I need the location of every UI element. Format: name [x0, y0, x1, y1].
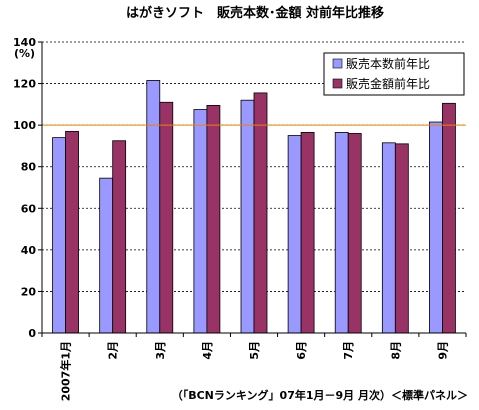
x-axis-ticks: 2007年1月 2月 3月 4月 5月 6月 7月 8月 9月 — [41, 333, 467, 401]
bar-amount-5 — [253, 92, 268, 334]
legend-box — [323, 52, 465, 96]
bar-units-5 — [240, 99, 255, 334]
bar-units-1 — [52, 137, 66, 334]
y-tick-label: 20 — [21, 285, 37, 298]
bar-units-9 — [429, 121, 443, 334]
chart-title: はがきソフト 販売本数･金額 対前年比推移 — [126, 5, 384, 21]
bar-amount-4 — [206, 104, 221, 334]
y-tick-label: 60 — [21, 202, 37, 215]
x-tick-label: 9月 — [436, 341, 449, 360]
bar-units-4 — [193, 109, 208, 334]
source-note: （「BCNランキング」07年1月－9月 月次）＜標準パネル＞ — [172, 388, 468, 402]
bar-amount-6 — [300, 132, 315, 334]
bar-units-3 — [146, 80, 161, 334]
y-tick-label: 40 — [21, 244, 37, 257]
bar-amount-3 — [159, 101, 174, 334]
bar-amount-9 — [442, 102, 456, 334]
legend: 販売本数前年比 販売金額前年比 — [323, 52, 465, 96]
x-tick-label: 3月 — [154, 341, 167, 360]
x-tick-label: 7月 — [342, 341, 355, 360]
y-axis-ticks: 0 20 40 60 80 100 120 140 — [13, 36, 42, 340]
x-tick-label: 2月 — [107, 341, 120, 360]
bar-units-7 — [334, 132, 349, 334]
x-tick-label: 6月 — [295, 341, 308, 360]
legend-swatch-units — [332, 58, 343, 69]
bar-amount-7 — [347, 133, 362, 334]
x-tick-label: 8月 — [389, 341, 402, 360]
y-axis-unit: (%) — [14, 47, 35, 60]
y-tick-label: 140 — [13, 36, 36, 49]
bar-amount-1 — [65, 130, 79, 334]
bar-amount-2 — [112, 140, 127, 334]
legend-swatch-amount — [332, 78, 343, 89]
bars — [52, 80, 456, 334]
bar-units-6 — [287, 135, 302, 334]
bar-amount-8 — [394, 143, 409, 334]
y-tick-label: 120 — [13, 78, 36, 91]
bar-units-8 — [381, 142, 396, 334]
axes — [41, 42, 466, 334]
x-tick-label: 5月 — [248, 341, 261, 360]
y-tick-label: 100 — [13, 119, 36, 132]
x-tick-label: 4月 — [201, 341, 214, 360]
bar-units-2 — [99, 177, 114, 334]
legend-label-units: 販売本数前年比 — [346, 56, 430, 71]
y-tick-label: 80 — [21, 161, 37, 174]
x-tick-label: 2007年1月 — [59, 341, 73, 401]
y-tick-label: 0 — [28, 327, 36, 340]
legend-label-amount: 販売金額前年比 — [346, 76, 430, 91]
